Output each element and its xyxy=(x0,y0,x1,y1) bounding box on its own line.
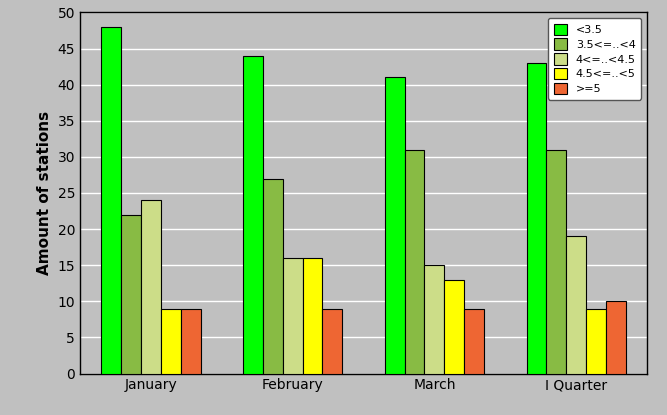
Bar xyxy=(385,78,405,374)
Bar xyxy=(283,258,303,374)
Bar xyxy=(121,215,141,374)
Bar xyxy=(181,308,201,374)
Bar xyxy=(586,308,606,374)
Bar xyxy=(405,150,424,374)
Bar xyxy=(606,301,626,374)
Y-axis label: Amount of stations: Amount of stations xyxy=(37,111,52,275)
Bar xyxy=(263,178,283,374)
Legend: <3.5, 3.5<=..<4, 4<=..<4.5, 4.5<=..<5, >=5: <3.5, 3.5<=..<4, 4<=..<4.5, 4.5<=..<5, >… xyxy=(548,18,642,100)
Bar xyxy=(303,258,322,374)
Bar xyxy=(444,280,464,374)
Bar xyxy=(161,308,181,374)
Bar xyxy=(141,200,161,374)
Bar xyxy=(101,27,121,374)
Bar xyxy=(526,63,546,374)
Bar xyxy=(424,265,444,374)
Bar xyxy=(566,236,586,374)
Bar xyxy=(243,56,263,374)
Bar xyxy=(546,150,566,374)
Bar xyxy=(322,308,342,374)
Bar xyxy=(464,308,484,374)
